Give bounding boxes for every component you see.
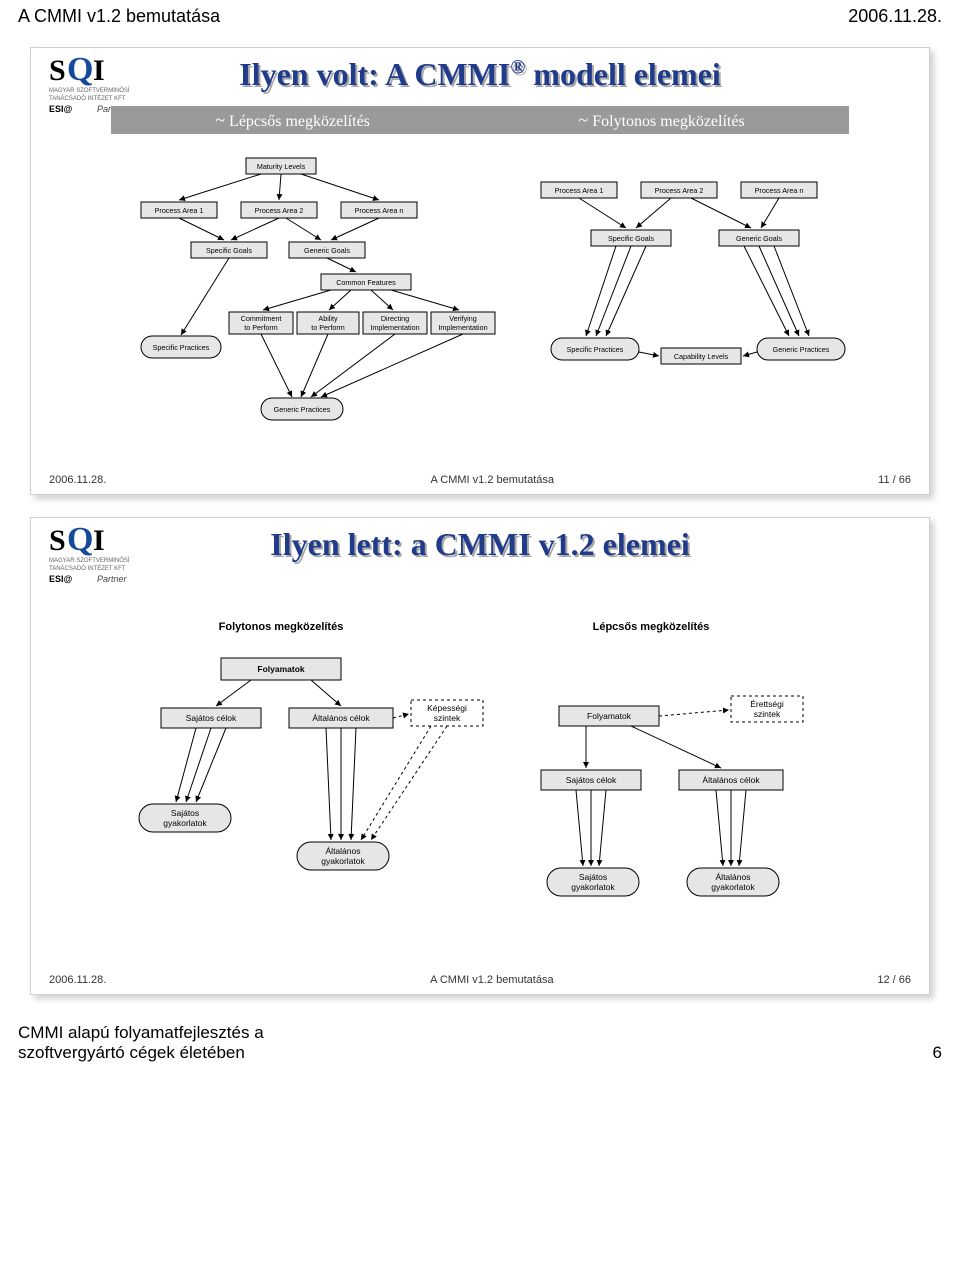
s1-cf: Common Features [336, 278, 396, 287]
slide1-footer-right: 11 / 66 [878, 474, 911, 486]
svg-text:Általános: Általános [716, 872, 751, 882]
s1-sg: Specific Goals [206, 246, 252, 255]
svg-text:Érettségi: Érettségi [750, 699, 784, 709]
svg-text:gyakorlatok: gyakorlatok [711, 882, 755, 892]
slide2-footer-center: A CMMI v1.2 bemutatása [106, 974, 877, 986]
page-footer: CMMI alapú folyamatfejlesztés a szoftver… [0, 1017, 960, 1073]
header-right: 2006.11.28. [848, 6, 942, 27]
slide2-diagram: Folytonos megközelítés Lépcsős megközelí… [31, 610, 929, 970]
logo-esi: ESI@ [49, 104, 73, 114]
svg-text:Képességi: Képességi [427, 703, 467, 713]
footer-line1: CMMI alapú folyamatfejlesztés a [18, 1023, 264, 1043]
s1r-pa1: Process Area 1 [555, 186, 604, 195]
svg-text:Ability: Ability [318, 314, 338, 323]
slide1-sub-bar: ~Lépcsős megközelítés ~Folytonos megköze… [111, 106, 849, 134]
svg-text:Directing: Directing [381, 314, 409, 323]
svg-text:Commitment: Commitment [241, 314, 282, 323]
page-number: 6 [933, 1043, 942, 1063]
s2-sc: Sajátos célok [186, 713, 237, 723]
s2-head-right: Lépcsős megközelítés [593, 621, 710, 633]
slide-1: S Q I MAGYAR SZOFTVERMINŐSÍ TANÁCSADÓ IN… [30, 47, 930, 495]
slide1-sub-left: ~Lépcsős megközelítés [215, 110, 370, 131]
s2r-ac: Általános célok [702, 775, 760, 785]
s2r-sc: Sajátos célok [566, 775, 617, 785]
svg-text:Partner: Partner [97, 574, 128, 584]
svg-text:Általános: Általános [326, 846, 361, 856]
s1r-sg: Specific Goals [608, 234, 654, 243]
s1r-gg: Generic Goals [736, 234, 782, 243]
s1-pan: Process Area n [355, 206, 404, 215]
slide1-footer-center: A CMMI v1.2 bemutatása [106, 474, 878, 486]
s1-pa1: Process Area 1 [155, 206, 204, 215]
svg-text:Verifying: Verifying [449, 314, 477, 323]
slide-2: S Q I MAGYAR SZOFTVERMINŐSÍ TANÁCSADÓ IN… [30, 517, 930, 995]
footer-line2: szoftvergyártó cégek életében [18, 1043, 264, 1063]
svg-text:to Perform: to Perform [311, 323, 345, 332]
svg-text:szintek: szintek [434, 713, 461, 723]
s1-maturity: Maturity Levels [257, 162, 306, 171]
slide1-footer: 2006.11.28. A CMMI v1.2 bemutatása 11 / … [31, 470, 929, 494]
svg-text:to Perform: to Perform [244, 323, 278, 332]
slide2-footer: 2006.11.28. A CMMI v1.2 bemutatása 12 / … [31, 970, 929, 994]
svg-text:Sajátos: Sajátos [171, 808, 199, 818]
svg-text:szintek: szintek [754, 709, 781, 719]
svg-text:Sajátos: Sajátos [579, 872, 607, 882]
s1-gg: Generic Goals [304, 246, 350, 255]
s2-ac: Általános célok [312, 713, 370, 723]
s1r-pan: Process Area n [755, 186, 804, 195]
svg-text:ESI@: ESI@ [49, 574, 73, 584]
s2-head-left: Folytonos megközelítés [219, 621, 344, 633]
slide1-sub-right: ~Folytonos megközelítés [579, 110, 745, 131]
s1r-cl: Capability Levels [674, 352, 729, 361]
s1r-pa2: Process Area 2 [655, 186, 704, 195]
header-left: A CMMI v1.2 bemutatása [18, 6, 220, 27]
slide1-diagram: Maturity Levels Process Area 1 Process A… [31, 140, 929, 470]
svg-text:gyakorlatok: gyakorlatok [571, 882, 615, 892]
slide2-footer-left: 2006.11.28. [49, 974, 106, 986]
svg-text:TANÁCSADÓ INTÉZET KFT: TANÁCSADÓ INTÉZET KFT [49, 565, 126, 572]
s1r-gp: Generic Practices [773, 345, 830, 354]
slide1-title: Ilyen volt: A CMMI® modell elemei Ilyen … [239, 56, 721, 93]
slide2-title: Ilyen lett: a CMMI v1.2 elemei Ilyen let… [270, 526, 689, 563]
svg-text:gyakorlatok: gyakorlatok [321, 856, 365, 866]
s1-gp: Generic Practices [274, 405, 331, 414]
s1-sp: Specific Practices [153, 343, 210, 352]
s2-folyamatok: Folyamatok [257, 664, 305, 674]
slide1-footer-left: 2006.11.28. [49, 474, 106, 486]
s2r-folyamatok: Folyamatok [587, 711, 632, 721]
s1-pa2: Process Area 2 [255, 206, 304, 215]
svg-text:Implementation: Implementation [438, 323, 487, 332]
svg-text:Implementation: Implementation [370, 323, 419, 332]
slide2-footer-right: 12 / 66 [877, 974, 911, 986]
svg-text:gyakorlatok: gyakorlatok [163, 818, 207, 828]
page-header: A CMMI v1.2 bemutatása 2006.11.28. [0, 0, 960, 29]
logo-sub2: TANÁCSADÓ INTÉZET KFT [49, 95, 126, 102]
s1r-sp: Specific Practices [567, 345, 624, 354]
